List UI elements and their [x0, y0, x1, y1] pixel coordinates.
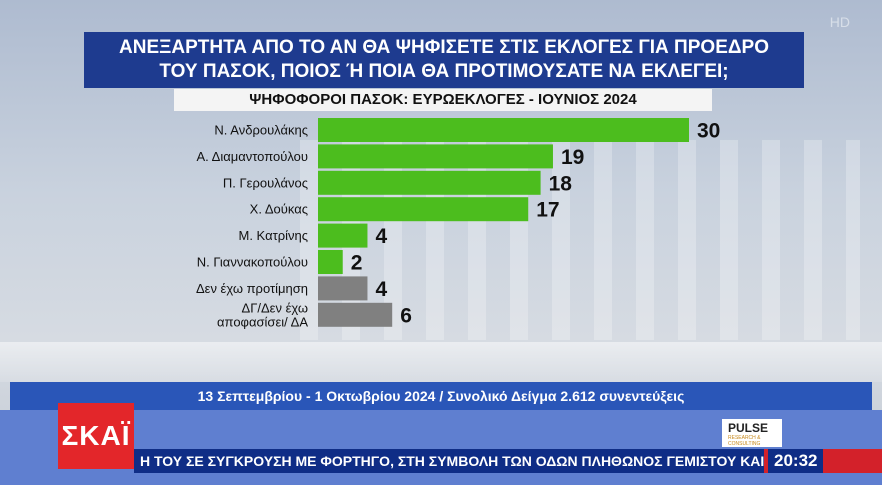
category-label-3: Χ. Δούκας — [250, 202, 308, 217]
value-label-1: 19 — [561, 146, 584, 169]
category-label-2: Π. Γερουλάνος — [223, 175, 308, 190]
poll-title-line-1: ΑΝΕΞΑΡΤΗΤΑ ΑΠΟ ΤΟ ΑΝ ΘΑ ΨΗΦΙΣΕΤΕ ΣΤΙΣ ΕΚ… — [119, 37, 769, 58]
bar-2 — [318, 170, 541, 195]
stage-floor — [0, 342, 882, 382]
bar-4 — [318, 223, 368, 248]
value-label-2: 18 — [549, 172, 573, 195]
value-label-0: 30 — [697, 120, 720, 143]
clock-time: 20:32 — [768, 449, 824, 473]
pollster-logo: PULSE RESEARCH & CONSULTING — [722, 419, 782, 447]
bar-0 — [318, 118, 689, 142]
value-label-3: 17 — [536, 199, 559, 222]
bar-6 — [318, 276, 368, 301]
category-label-0: Ν. Ανδρουλάκης — [214, 123, 308, 138]
poll-source: 13 Σεπτεμβρίου - 1 Οκτωβρίου 2024 / Συνο… — [10, 382, 872, 410]
bar-1 — [318, 144, 553, 169]
category-label-7: ΔΓ/Δεν έχω αποφασίσει/ ΔΑ — [217, 300, 308, 329]
category-label-1: Α. Διαμαντοπούλου — [196, 149, 308, 164]
value-label-7: 6 — [400, 304, 412, 327]
category-label-6: Δεν έχω προτίμηση — [196, 281, 308, 296]
pollster-logo-text: PULSE — [728, 421, 769, 435]
category-label-5: Ν. Γιαννακοπούλου — [197, 255, 308, 270]
value-label-5: 2 — [351, 252, 363, 275]
clock: 20:32 — [764, 449, 882, 473]
category-label-4: Μ. Κατρίνης — [239, 228, 309, 243]
poll-title: ΑΝΕΞΑΡΤΗΤΑ ΑΠΟ ΤΟ ΑΝ ΘΑ ΨΗΦΙΣΕΤΕ ΣΤΙΣ ΕΚ… — [84, 32, 804, 88]
bar-5 — [318, 250, 343, 274]
value-label-4: 4 — [375, 225, 387, 248]
news-ticker: Η ΤΟΥ ΣΕ ΣΥΓΚΡΟΥΣΗ ΜΕ ΦΟΡΤΗΓΟ, ΣΤΗ ΣΥΜΒΟ… — [134, 449, 764, 473]
bar-chart: Ν. Ανδρουλάκης 30 Α. Διαμαντοπούλου 19 Π. Γε… — [196, 118, 720, 329]
channel-logo: ΣΚΑΪ — [58, 403, 134, 469]
bar-7 — [318, 302, 393, 327]
hd-badge: HD — [829, 14, 850, 30]
poll-title-line-2: ΤΟΥ ΠΑΣΟΚ, ΠΟΙΟΣ Ή ΠΟΙΑ ΘΑ ΠΡΟΤΙΜΟΥΣΑΤΕ … — [159, 61, 729, 82]
pollster-tagline: RESEARCH & CONSULTING — [728, 435, 761, 447]
poll-subtitle: ΨΗΦΟΦΟΡΟΙ ΠΑΣΟΚ: ΕΥΡΩΕΚΛΟΓΕΣ - ΙΟΥΝΙΟΣ 2… — [174, 89, 712, 111]
bar-3 — [318, 197, 529, 222]
value-label-6: 4 — [375, 278, 387, 301]
